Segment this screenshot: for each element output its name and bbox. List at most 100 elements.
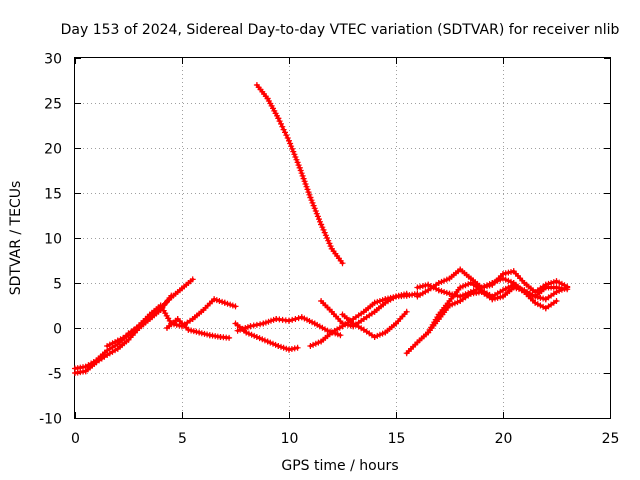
data-point xyxy=(297,167,304,174)
data-point xyxy=(534,294,541,301)
data-point xyxy=(317,218,323,225)
data-point xyxy=(502,270,509,277)
data-point xyxy=(553,289,560,295)
data-point xyxy=(198,330,205,337)
data-point xyxy=(275,115,282,122)
data-point xyxy=(298,170,305,177)
data-point xyxy=(326,240,333,247)
data-point xyxy=(324,235,330,241)
data-point xyxy=(300,175,307,182)
data-point xyxy=(508,269,514,275)
data-layer xyxy=(72,82,571,376)
data-point xyxy=(289,316,296,323)
data-point xyxy=(417,283,424,290)
data-point xyxy=(308,197,315,204)
data-point xyxy=(327,243,334,250)
x-tick-label: 25 xyxy=(602,431,620,447)
data-point xyxy=(253,321,260,328)
data-point xyxy=(435,280,442,286)
y-tick-label: 0 xyxy=(53,322,62,338)
y-tick-label: 25 xyxy=(44,97,62,113)
plot-frame xyxy=(74,57,611,419)
data-point xyxy=(414,284,421,291)
x-axis-label: GPS time / hours xyxy=(281,458,398,474)
x-tick-label: 0 xyxy=(71,431,80,447)
y-tick-label: 30 xyxy=(44,52,62,68)
data-point xyxy=(291,151,298,158)
data-point xyxy=(292,316,299,322)
data-point xyxy=(106,341,113,348)
data-point xyxy=(502,276,509,283)
data-point xyxy=(299,172,306,179)
data-point xyxy=(280,344,287,351)
data-point xyxy=(319,224,326,231)
data-point xyxy=(189,276,196,283)
data-point xyxy=(257,321,264,328)
data-point xyxy=(457,284,464,291)
data-point xyxy=(337,332,344,339)
data-point xyxy=(494,294,501,301)
data-point xyxy=(494,277,501,284)
data-point xyxy=(219,298,226,305)
data-point xyxy=(532,299,539,306)
y-tick-label: 5 xyxy=(53,277,62,293)
data-point xyxy=(321,229,328,236)
data-point xyxy=(489,296,496,303)
chart-title: Day 153 of 2024, Sidereal Day-to-day VTE… xyxy=(61,22,620,38)
data-point xyxy=(540,295,547,302)
series-arc-i xyxy=(318,290,421,330)
data-point xyxy=(293,156,300,163)
data-point xyxy=(342,321,349,328)
data-point xyxy=(446,302,453,309)
data-point xyxy=(247,323,254,330)
data-point xyxy=(465,281,472,288)
x-tick-label: 10 xyxy=(281,431,299,447)
data-point xyxy=(320,226,327,233)
data-point xyxy=(251,332,258,339)
data-point xyxy=(403,308,410,315)
data-point xyxy=(243,329,250,336)
data-point xyxy=(295,315,302,322)
data-point xyxy=(114,337,121,344)
data-point xyxy=(556,279,563,286)
y-tick-label: -10 xyxy=(39,412,62,428)
data-point xyxy=(120,334,127,341)
data-point xyxy=(295,162,302,169)
data-point xyxy=(542,281,549,288)
data-point xyxy=(443,276,450,283)
series-line xyxy=(255,83,344,265)
data-point xyxy=(193,328,200,335)
data-point xyxy=(286,317,292,324)
data-point xyxy=(422,282,429,289)
data-point xyxy=(315,339,322,346)
data-point xyxy=(561,285,568,292)
data-point xyxy=(510,284,517,291)
series-arc-n xyxy=(425,284,571,336)
series-arc-j xyxy=(339,308,410,340)
data-point xyxy=(339,260,346,267)
data-point xyxy=(304,186,311,193)
data-point xyxy=(261,337,268,344)
data-point xyxy=(306,191,313,198)
data-point xyxy=(275,343,282,349)
data-point xyxy=(307,194,314,201)
data-point xyxy=(481,283,488,290)
data-point xyxy=(518,286,525,293)
data-point xyxy=(454,299,461,306)
data-point xyxy=(286,137,292,144)
data-point xyxy=(287,140,294,147)
data-point xyxy=(322,232,329,239)
series-line xyxy=(73,294,173,375)
data-point xyxy=(489,280,496,286)
data-point xyxy=(232,303,239,310)
x-tick-label: 5 xyxy=(178,431,187,447)
data-point xyxy=(550,279,557,286)
data-point xyxy=(553,298,560,304)
data-point xyxy=(556,287,563,294)
series-arc-f xyxy=(232,320,301,353)
data-point xyxy=(305,189,312,196)
data-point xyxy=(462,282,469,289)
data-point xyxy=(508,278,514,285)
data-point xyxy=(325,237,332,244)
data-point xyxy=(313,210,320,217)
